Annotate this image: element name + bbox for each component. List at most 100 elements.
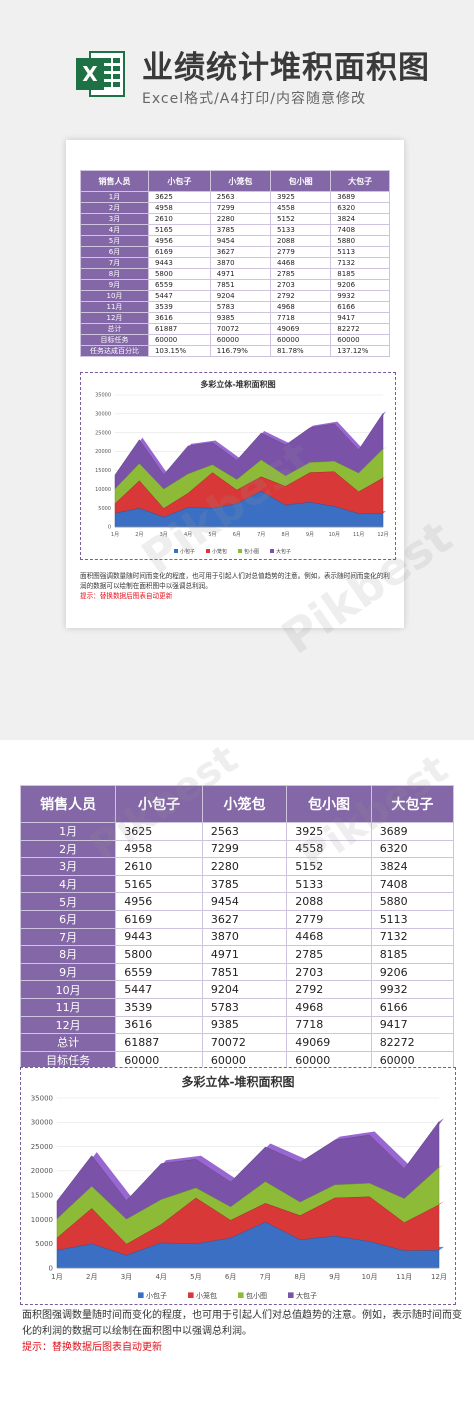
y-tick-label: 25000 bbox=[31, 1143, 53, 1151]
y-tick-label: 5000 bbox=[98, 506, 111, 512]
x-tick-label: 7月 bbox=[260, 1273, 271, 1281]
table-cell: 7851 bbox=[209, 279, 272, 291]
x-tick-label: 5月 bbox=[190, 1273, 201, 1281]
legend-swatch bbox=[174, 549, 178, 553]
y-tick-label: 20000 bbox=[31, 1167, 53, 1175]
table-cell: 7408 bbox=[370, 874, 455, 894]
table-cell: 3539 bbox=[147, 301, 211, 313]
x-tick-label: 9月 bbox=[306, 532, 314, 538]
table-cell: 5133 bbox=[270, 224, 332, 236]
table-cell: 3616 bbox=[115, 1015, 203, 1035]
sheet-preview: 销售人员 小包子 小笼包 包小图 大包子 1月 3625 2563 3925 3689 2月 4958… bbox=[66, 140, 404, 628]
table-cell: 2280 bbox=[201, 857, 288, 876]
table-cell: 3870 bbox=[201, 927, 288, 947]
table-cell: 70072 bbox=[209, 323, 272, 335]
table-cell: 2779 bbox=[270, 246, 332, 258]
legend-label: 大包子 bbox=[276, 548, 291, 555]
table-row: 3月 2610 2280 5152 3824 bbox=[19, 857, 455, 876]
table-cell: 2792 bbox=[286, 980, 372, 999]
y-tick-label: 30000 bbox=[95, 412, 111, 418]
legend-swatch bbox=[138, 1292, 144, 1298]
y-tick-label: 35000 bbox=[95, 393, 111, 399]
table-cell: 5152 bbox=[270, 213, 332, 225]
table-cell: 5165 bbox=[115, 874, 203, 894]
table-cell: 3625 bbox=[147, 191, 211, 203]
y-tick-label: 15000 bbox=[95, 468, 111, 474]
table-cell: 5783 bbox=[209, 301, 272, 313]
table-cell: 137.12% bbox=[330, 345, 390, 357]
table-cell: 4971 bbox=[201, 945, 288, 964]
table-cell: 5800 bbox=[147, 268, 211, 280]
table-row: 10月 5447 9204 2792 9932 bbox=[80, 290, 390, 302]
row-label: 4月 bbox=[19, 874, 117, 894]
preview-section: X 业绩统计堆积面积图 Excel格式/A4打印/内容随意修改 销售人员 小包子小… bbox=[66, 50, 462, 665]
x-tick-label: 1月 bbox=[111, 532, 119, 538]
table-cell: 82272 bbox=[370, 1033, 455, 1052]
legend-swatch bbox=[288, 1292, 294, 1298]
table-cell: 3627 bbox=[201, 909, 288, 929]
table-cell: 8185 bbox=[330, 268, 390, 280]
table-cell: 5447 bbox=[147, 290, 211, 302]
y-tick-label: 5000 bbox=[35, 1240, 53, 1248]
table-cell: 61887 bbox=[147, 323, 211, 335]
table-row: 3月 2610 2280 5152 3824 bbox=[80, 213, 390, 225]
row-label: 5月 bbox=[19, 892, 117, 911]
table-row: 11月 3539 5783 4968 6166 bbox=[80, 301, 390, 313]
table-cell: 6320 bbox=[370, 839, 455, 859]
table-row: 2月 4958 7299 4558 6320 bbox=[19, 839, 455, 859]
chart-description: 面积图强调数量随时间而变化的程度，也可用于引起人们对总值趋势的注意。例如，表示随… bbox=[22, 1308, 462, 1356]
x-tick-label: 4月 bbox=[155, 1273, 166, 1281]
column-header: 包小图 bbox=[286, 785, 372, 823]
table-cell: 2785 bbox=[286, 945, 372, 964]
chart-frame: 多彩立体-堆积面积图 0 5000 10000 15000 20000 25000 30000… bbox=[20, 1067, 456, 1305]
y-tick-label: 20000 bbox=[95, 449, 111, 455]
x-tick-label: 6月 bbox=[233, 532, 241, 538]
row-label: 2月 bbox=[80, 202, 149, 214]
table-cell: 7718 bbox=[270, 312, 332, 324]
chart-title: 多彩立体-堆积面积图 bbox=[182, 1074, 295, 1089]
legend-swatch bbox=[238, 549, 242, 553]
column-header: 销售人员 bbox=[19, 785, 117, 823]
table-cell: 7718 bbox=[286, 1015, 372, 1035]
table-row: 2月 4958 7299 4558 6320 bbox=[80, 202, 390, 214]
table-cell: 2563 bbox=[201, 822, 288, 841]
table-row: 6月 6169 3627 2779 5113 bbox=[80, 246, 390, 258]
table-cell: 4468 bbox=[270, 257, 332, 269]
table-cell: 3870 bbox=[209, 257, 272, 269]
legend-swatch bbox=[270, 549, 274, 553]
table-cell: 3925 bbox=[270, 191, 332, 203]
table-row: 总计 61887 70072 49069 82272 bbox=[80, 323, 390, 335]
row-label: 9月 bbox=[80, 279, 149, 291]
table-cell: 9204 bbox=[201, 980, 288, 999]
table-cell: 9206 bbox=[330, 279, 390, 291]
table-cell: 60000 bbox=[147, 334, 211, 346]
table-cell: 3539 bbox=[115, 997, 203, 1017]
x-tick-label: 10月 bbox=[329, 532, 340, 538]
table-cell: 60000 bbox=[286, 1050, 372, 1070]
legend-label: 小笼包 bbox=[212, 548, 227, 555]
table-cell: 9454 bbox=[209, 235, 272, 247]
stacked-area-chart-preview: 多彩立体-堆积面积图 0 5000 10000 15000 20000 25000 30000… bbox=[95, 379, 389, 555]
row-label: 8月 bbox=[19, 945, 117, 964]
row-label: 12月 bbox=[80, 312, 149, 324]
table-cell: 4971 bbox=[209, 268, 272, 280]
table-cell: 7132 bbox=[370, 927, 455, 947]
page-title: 业绩统计堆积面积图 bbox=[142, 50, 430, 86]
svg-text:X: X bbox=[82, 62, 98, 86]
table-row: 总计 61887 70072 49069 82272 bbox=[19, 1033, 455, 1052]
table-cell: 60000 bbox=[330, 334, 390, 346]
table-cell: 5113 bbox=[330, 246, 390, 258]
table-row: 12月 3616 9385 7718 9417 bbox=[19, 1015, 455, 1035]
row-label: 6月 bbox=[19, 909, 117, 929]
table-cell: 6559 bbox=[147, 279, 211, 291]
y-tick-label: 30000 bbox=[31, 1119, 53, 1127]
column-header: 小包子 bbox=[147, 170, 211, 192]
legend-label: 包小图 bbox=[246, 1291, 267, 1300]
row-label: 任务达成百分比 bbox=[80, 345, 149, 357]
table-row: 目标任务 60000 60000 60000 60000 bbox=[19, 1050, 455, 1070]
table-cell: 9417 bbox=[330, 312, 390, 324]
table-cell: 3785 bbox=[201, 874, 288, 894]
column-header: 大包子 bbox=[330, 170, 390, 192]
legend-label: 小包子 bbox=[180, 548, 195, 555]
